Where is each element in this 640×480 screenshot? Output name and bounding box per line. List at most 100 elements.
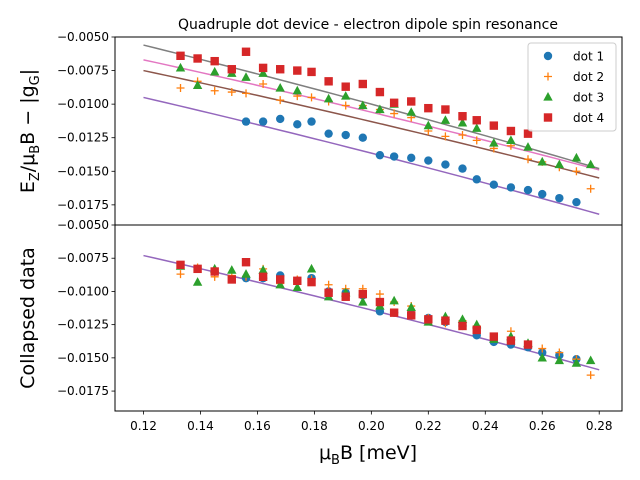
- x-tick-label: 0.28: [586, 419, 613, 433]
- bottom-y-tick-label: −0.0100: [57, 284, 109, 298]
- top-point-dot4: [341, 82, 350, 91]
- top-point-dot3: [358, 100, 368, 110]
- top-point-dot4: [506, 126, 516, 136]
- bottom-point-dot4: [193, 264, 202, 274]
- x-tick-label: 0.20: [358, 419, 385, 433]
- top-point-dot3: [375, 104, 385, 114]
- bottom-point-dot4: [276, 275, 285, 284]
- top-point-dot3: [323, 93, 334, 103]
- top-point-dot1: [389, 152, 399, 161]
- bottom-point-dot4: [341, 292, 350, 301]
- top-fit-lines: [143, 44, 600, 215]
- bottom-point-dot4: [307, 277, 316, 287]
- bottom-point-dot3: [275, 279, 285, 289]
- top-point-dot2: [341, 101, 350, 110]
- top-point-dot3: [241, 72, 251, 81]
- bottom-point-dot3: [406, 302, 416, 311]
- top-point-dot2: [242, 89, 251, 98]
- legend-label-dot1: dot 1: [573, 50, 604, 64]
- bottom-point-dot3: [192, 277, 203, 286]
- bottom-point-dot3: [358, 297, 368, 306]
- top-point-dot1: [572, 197, 581, 207]
- top-point-dot4: [441, 105, 450, 114]
- x-tick-label: 0.14: [187, 419, 214, 433]
- bottom-point-dot3: [389, 295, 399, 305]
- bottom-point-dot4: [424, 315, 433, 324]
- bottom-point-dot4: [258, 272, 268, 282]
- top-point-dot4: [227, 65, 236, 74]
- x-ticks: 0.12 0.14 0.16 0.18 0.20 0.22 0.24 0.26 0.28: [130, 411, 613, 433]
- top-point-dot1: [358, 133, 368, 142]
- top-point-dot3: [440, 115, 451, 124]
- legend-marker-dot1: [543, 51, 553, 61]
- top-point-dot2: [458, 131, 467, 140]
- top-point-dot4: [389, 98, 399, 107]
- top-point-dot3: [209, 66, 220, 76]
- top-point-dot3: [292, 85, 302, 95]
- top-fit-line-3: [143, 59, 600, 171]
- bottom-point-dot3: [571, 358, 582, 367]
- top-point-dot3: [506, 135, 516, 144]
- bottom-point-dot2: [324, 280, 333, 289]
- top-point-dot3: [192, 80, 203, 89]
- top-point-dot4: [210, 56, 219, 66]
- bottom-point-dot3: [241, 269, 251, 278]
- bottom-point-dot3: [306, 263, 317, 273]
- top-point-dot4: [193, 54, 202, 63]
- top-point-dot1: [458, 164, 467, 173]
- top-point-dot2: [307, 93, 316, 102]
- bottom-point-dot2: [176, 270, 185, 279]
- top-point-dot1: [523, 185, 533, 195]
- x-tick-label: 0.26: [529, 419, 556, 433]
- top-point-dot3: [472, 123, 482, 132]
- top-point-dot2: [586, 184, 595, 193]
- legend: dot 1 dot 2 dot 3 dot 4: [527, 42, 617, 132]
- bottom-point-dot4: [407, 311, 416, 320]
- bottom-point-dot4: [227, 275, 236, 284]
- top-y-tick-label: −0.0125: [57, 131, 109, 145]
- bottom-point-dot2: [538, 344, 547, 353]
- top-y-axis-label: EZ/μBB − |gG|: [17, 69, 43, 193]
- bottom-point-dot2: [375, 290, 384, 299]
- top-point-dot4: [307, 67, 316, 77]
- top-point-dot4: [176, 51, 185, 60]
- bottom-point-dot4: [441, 316, 450, 325]
- bottom-point-dot3: [227, 265, 237, 274]
- bottom-point-dot4: [523, 340, 533, 349]
- top-point-dot2: [176, 84, 185, 93]
- bottom-point-dot3: [258, 265, 268, 274]
- top-y-tick-label: −0.0100: [57, 97, 109, 111]
- top-point-dot3: [175, 62, 186, 72]
- bottom-point-dot3: [537, 352, 547, 362]
- x-tick-label: 0.12: [130, 419, 157, 433]
- bottom-point-dot3: [554, 355, 565, 365]
- bottom-fit-line-1: [143, 254, 600, 371]
- top-point-dot2: [210, 86, 219, 95]
- top-y-ticks: −0.0050 −0.0075 −0.0100 −0.0125 −0.0150 −0.01…: [57, 30, 115, 212]
- top-point-dot2: [524, 155, 533, 164]
- top-y-tick-label: −0.0050: [57, 30, 109, 44]
- x-tick-label: 0.22: [415, 419, 442, 433]
- bottom-y-tick-label: −0.0075: [57, 251, 109, 265]
- bottom-point-dot3: [585, 355, 596, 365]
- bottom-point-dot4: [293, 276, 302, 285]
- bottom-point-dot3: [292, 282, 302, 292]
- top-point-dot1: [472, 175, 481, 184]
- bottom-data-points: [175, 258, 596, 380]
- bottom-point-dot4: [472, 325, 481, 335]
- bottom-point-dot4: [389, 308, 399, 317]
- x-tick-label: 0.18: [301, 419, 328, 433]
- top-fit-line-4: [143, 44, 600, 170]
- top-point-dot3: [585, 159, 596, 169]
- top-point-dot1: [506, 183, 516, 192]
- top-panel: −0.0050 −0.0075 −0.0100 −0.0125 −0.0150 −0.01…: [17, 30, 623, 226]
- bottom-fit-lines: [143, 254, 600, 371]
- top-point-dot3: [489, 138, 499, 147]
- bottom-y-axis-label: Collapsed data: [17, 247, 39, 389]
- legend-marker-dot2: [544, 72, 552, 81]
- top-point-dot2: [276, 96, 285, 105]
- bottom-panel: −0.0050 −0.0075 −0.0100 −0.0125 −0.0150 −0.01…: [17, 218, 623, 412]
- bottom-point-dot2: [555, 348, 564, 357]
- bottom-y-tick-label: −0.0125: [57, 318, 109, 332]
